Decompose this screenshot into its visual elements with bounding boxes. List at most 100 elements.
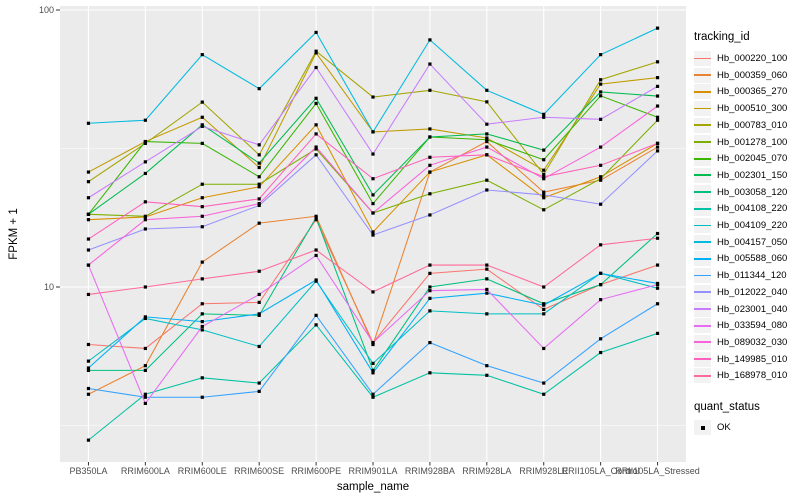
legend-item-label: Hb_000220_100 — [717, 53, 788, 64]
legend-line-swatch — [694, 374, 711, 377]
data-point-marker — [655, 104, 660, 108]
data-point-marker — [371, 177, 375, 181]
legend-item-label: Hb_000783_010 — [717, 119, 788, 131]
data-point-marker — [655, 76, 660, 80]
data-point-marker — [485, 364, 489, 368]
data-point-marker — [86, 180, 91, 184]
legend-line-swatch — [694, 107, 711, 110]
data-point-marker — [655, 118, 660, 122]
data-point-marker — [314, 147, 318, 151]
data-point-marker — [485, 178, 489, 182]
data-point-marker — [542, 307, 546, 312]
data-point-marker — [371, 202, 375, 206]
data-point-marker — [542, 193, 546, 197]
data-point-marker — [257, 197, 261, 201]
data-point-marker — [655, 286, 660, 290]
legend-item-label: Hb_002301_150 — [717, 169, 788, 181]
data-point-marker — [200, 260, 204, 264]
legend-item-label: Hb_000510_300 — [717, 103, 788, 115]
data-point-marker — [86, 196, 91, 200]
data-point-marker — [485, 136, 489, 140]
data-point-marker — [542, 285, 546, 289]
legend-item-label: Hb_012022_040 — [717, 286, 788, 298]
data-point-marker — [200, 141, 204, 145]
legend-key-box — [694, 268, 711, 284]
data-point-marker — [314, 51, 318, 55]
x-tick-label: RRIM600LA — [120, 466, 170, 476]
data-point-marker — [428, 135, 432, 139]
data-point-marker — [143, 227, 147, 231]
data-point-marker — [143, 214, 147, 218]
legend: tracking_id Hb_000220_100 Hb_000359_060 Hb… — [690, 0, 800, 500]
data-point-marker — [314, 65, 318, 70]
legend-item-label: Hb_089032_030 — [717, 336, 788, 348]
legend-line-swatch — [694, 191, 711, 193]
data-point-marker — [485, 291, 489, 295]
legend-line-swatch — [694, 207, 711, 210]
x-tick-label: RRIM600SE — [234, 466, 285, 476]
data-point-marker — [542, 208, 546, 212]
legend-line-swatch — [694, 241, 711, 244]
data-point-marker — [86, 292, 91, 297]
data-point-marker — [428, 170, 432, 174]
data-point-marker — [257, 381, 261, 385]
legend-key-box — [694, 167, 711, 183]
data-point-marker — [485, 373, 489, 377]
data-point-marker — [485, 138, 489, 142]
data-point-marker — [143, 364, 147, 368]
data-point-marker — [200, 214, 204, 218]
data-point-marker — [371, 233, 375, 237]
data-point-marker — [542, 381, 546, 385]
data-point-marker — [200, 324, 204, 329]
legend-item-label: Hb_000365_270 — [717, 86, 788, 98]
legend-key-box — [694, 151, 711, 167]
data-point-marker — [655, 149, 660, 153]
data-point-marker — [86, 263, 91, 267]
data-point-marker — [200, 100, 204, 104]
data-point-marker — [314, 216, 318, 220]
x-axis-title: sample_name — [336, 481, 410, 493]
data-point-marker — [314, 96, 318, 100]
legend-item-label: Hb_001278_100 — [717, 136, 788, 148]
data-point-marker — [86, 392, 91, 396]
data-point-marker — [599, 243, 603, 247]
data-point-marker — [257, 292, 261, 297]
legend-line-swatch — [694, 358, 711, 360]
data-point-marker — [599, 53, 603, 57]
data-point-marker — [599, 78, 603, 82]
data-point-marker — [542, 392, 546, 396]
legend-key-box — [694, 101, 711, 117]
legend-line-swatch — [694, 291, 711, 294]
data-point-marker — [200, 277, 204, 281]
data-point-marker — [428, 309, 432, 313]
legend-key-box — [694, 218, 711, 233]
data-point-marker — [371, 95, 375, 99]
x-tick-label: RRII105LA_Control — [561, 466, 640, 476]
data-point-marker — [200, 225, 204, 229]
data-point-marker — [257, 165, 261, 170]
data-point-marker — [143, 141, 147, 145]
data-point-marker — [542, 148, 546, 152]
data-point-marker — [200, 395, 204, 399]
data-point-marker — [86, 218, 91, 222]
data-point-marker — [86, 386, 91, 391]
data-point-marker — [314, 123, 318, 127]
data-point-marker — [655, 231, 660, 236]
x-tick-label: RRIM600PE — [291, 466, 342, 476]
data-point-marker — [257, 344, 261, 349]
data-point-marker — [257, 87, 261, 91]
ok-key-box — [694, 420, 711, 435]
data-point-marker — [143, 218, 147, 222]
data-point-marker — [599, 94, 603, 98]
data-point-marker — [200, 312, 204, 316]
data-point-marker — [485, 122, 489, 126]
data-point-marker — [371, 230, 375, 234]
data-point-marker — [200, 205, 204, 209]
data-point-marker — [428, 285, 432, 289]
data-point-marker — [599, 298, 603, 302]
data-point-marker — [542, 168, 546, 172]
data-point-marker — [257, 312, 261, 316]
legend-key-box — [694, 51, 711, 66]
data-point-marker — [257, 175, 261, 179]
